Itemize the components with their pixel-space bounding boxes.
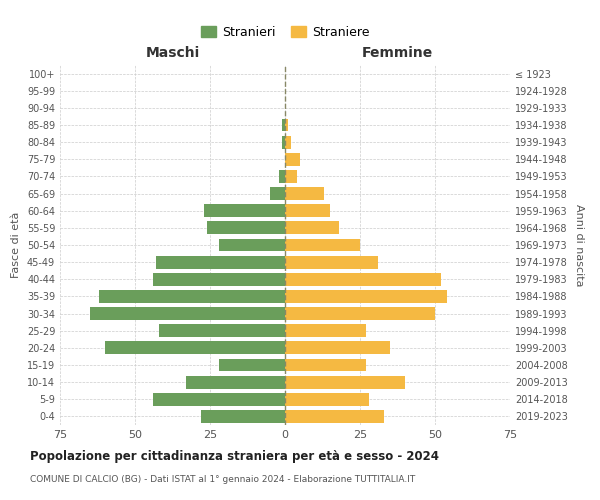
Bar — [285, 118, 288, 132]
Y-axis label: Anni di nascita: Anni di nascita — [574, 204, 584, 286]
Text: COMUNE DI CALCIO (BG) - Dati ISTAT al 1° gennaio 2024 - Elaborazione TUTTITALIA.: COMUNE DI CALCIO (BG) - Dati ISTAT al 1°… — [30, 475, 415, 484]
Text: Popolazione per cittadinanza straniera per età e sesso - 2024: Popolazione per cittadinanza straniera p… — [30, 450, 439, 463]
Bar — [282, 118, 285, 132]
Bar — [285, 342, 390, 354]
Text: Femmine: Femmine — [362, 46, 433, 60]
Bar — [186, 376, 285, 388]
Bar — [285, 204, 330, 217]
Bar — [285, 136, 291, 148]
Bar — [285, 256, 378, 268]
Bar — [285, 187, 324, 200]
Bar — [285, 358, 366, 372]
Text: Maschi: Maschi — [145, 46, 200, 60]
Bar — [285, 307, 435, 320]
Legend: Stranieri, Straniere: Stranieri, Straniere — [196, 21, 374, 44]
Bar — [285, 238, 360, 252]
Bar — [153, 273, 285, 285]
Bar — [99, 290, 285, 303]
Bar — [201, 410, 285, 423]
Bar — [159, 324, 285, 337]
Bar — [204, 204, 285, 217]
Bar — [105, 342, 285, 354]
Bar — [207, 222, 285, 234]
Bar — [219, 238, 285, 252]
Bar — [285, 393, 369, 406]
Bar — [270, 187, 285, 200]
Bar — [219, 358, 285, 372]
Bar — [90, 307, 285, 320]
Y-axis label: Fasce di età: Fasce di età — [11, 212, 21, 278]
Bar — [279, 170, 285, 183]
Bar — [285, 222, 339, 234]
Bar — [285, 324, 366, 337]
Bar — [285, 376, 405, 388]
Bar — [282, 136, 285, 148]
Bar — [285, 153, 300, 166]
Bar — [156, 256, 285, 268]
Bar — [285, 273, 441, 285]
Bar — [285, 170, 297, 183]
Bar — [153, 393, 285, 406]
Bar — [285, 410, 384, 423]
Bar — [285, 290, 447, 303]
